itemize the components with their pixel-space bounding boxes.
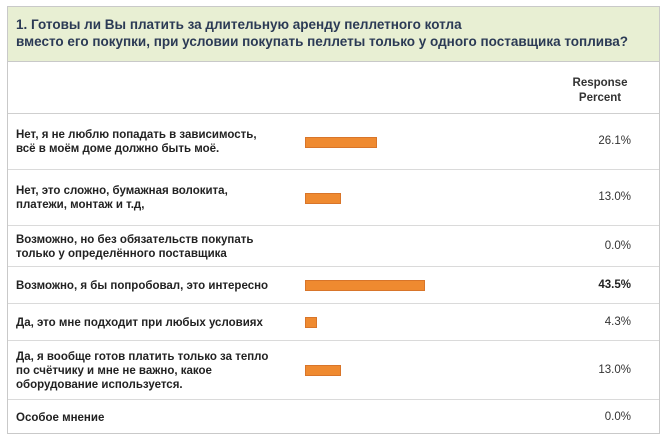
answer-label-line: Нет, это сложно, бумажная волокита, xyxy=(16,185,228,197)
response-percent-value: 0.0% xyxy=(604,411,631,423)
response-percent-value: 26.1% xyxy=(598,135,631,147)
answer-label-line: Возможно, я бы попробовал, это интересно xyxy=(16,280,269,292)
answer-label-line: платежи, монтаж и т.д, xyxy=(16,199,145,211)
response-percent-value: 13.0% xyxy=(598,364,631,376)
response-bar xyxy=(305,317,317,328)
answer-label-line: по счётчику и мне не важно, какое xyxy=(16,365,212,377)
response-percent-header-line-1: Response xyxy=(572,77,628,89)
answer-label-line: только у определённого поставщика xyxy=(16,248,227,260)
answer-row: Возможно, но без обязательств покупать то… xyxy=(8,226,659,267)
response-percent-header-line-2: Percent xyxy=(578,92,622,104)
answer-label-line: Возможно, но без обязательств покупать xyxy=(16,234,254,246)
answer-row: Нет, это сложно, бумажная волокита, плате… xyxy=(8,170,659,226)
answer-row: Возможно, я бы попробовал, это интересно… xyxy=(8,267,659,304)
response-bar xyxy=(305,193,341,204)
question-title-line-1: 1. Готовы ли Вы платить за длительную ар… xyxy=(16,17,462,32)
answer-label: Нет, я не люблю попадать в зависимость, в… xyxy=(16,128,286,156)
answer-label-line: Особое мнение xyxy=(16,412,105,424)
answer-label: Нет, это сложно, бумажная волокита, плате… xyxy=(16,184,286,212)
survey-results-panel: 1. Готовы ли Вы платить за длительную ар… xyxy=(7,6,660,434)
question-title: 1. Готовы ли Вы платить за длительную ар… xyxy=(8,7,659,62)
response-percent-value: 0.0% xyxy=(604,240,631,252)
answer-label: Особое мнение xyxy=(16,411,286,425)
answer-label-line: оборудование используется. xyxy=(16,379,183,391)
response-percent-value: 13.0% xyxy=(598,191,631,203)
column-header: Response Percent xyxy=(8,62,659,114)
answer-label: Возможно, я бы попробовал, это интересно xyxy=(16,279,286,293)
response-bar xyxy=(305,365,341,376)
response-percent-value: 43.5% xyxy=(598,279,631,291)
response-percent-header: Response Percent xyxy=(565,76,635,106)
answer-row: Да, это мне подходит при любых условиях 4… xyxy=(8,304,659,341)
answer-label: Да, я вообще готов платить только за теп… xyxy=(16,350,286,392)
answer-row: Особое мнение 0.0% xyxy=(8,400,659,435)
answer-label-line: Да, это мне подходит при любых условиях xyxy=(16,317,263,329)
question-title-line-2: вместо его покупки, при условии покупать… xyxy=(16,34,628,49)
response-bar xyxy=(305,137,377,148)
answer-row: Да, я вообще готов платить только за теп… xyxy=(8,341,659,400)
answer-label: Да, это мне подходит при любых условиях xyxy=(16,316,286,330)
answer-label-line: Нет, я не люблю попадать в зависимость, xyxy=(16,129,257,141)
response-percent-value: 4.3% xyxy=(604,316,631,328)
answer-label-line: Да, я вообще готов платить только за теп… xyxy=(16,351,269,363)
answer-label-line: всё в моём доме должно быть моё. xyxy=(16,143,220,155)
answer-row: Нет, я не люблю попадать в зависимость, в… xyxy=(8,114,659,170)
response-bar xyxy=(305,280,425,291)
answer-label: Возможно, но без обязательств покупать то… xyxy=(16,233,286,261)
